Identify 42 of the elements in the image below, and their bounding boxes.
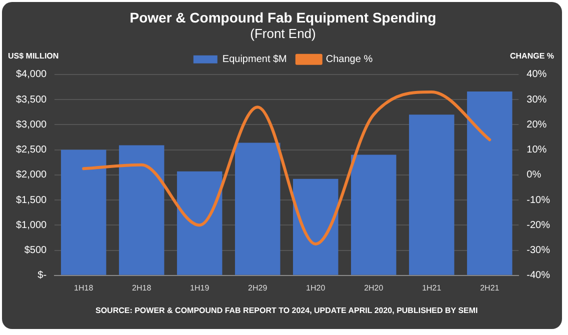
line-series <box>82 90 492 246</box>
y2-tick-label: 30% <box>526 94 547 106</box>
bar <box>293 178 338 275</box>
y2-tick-label: 40% <box>526 69 547 80</box>
legend-label: Change % <box>326 54 373 66</box>
y2-tick-label: -40% <box>526 270 550 282</box>
x-tick-label: 1H18 <box>74 283 94 292</box>
bar <box>176 171 222 275</box>
source-note: SOURCE: POWER & COMPOUND FAB REPORT TO 2024, UPDATE APRIL 2020, PUBLISHED BY SEMI <box>95 306 478 316</box>
bar <box>351 154 396 275</box>
y-tick-label: $4,000 <box>16 69 48 80</box>
y2-tick-label: 0% <box>526 170 542 181</box>
legend-label: Equipment $M <box>222 54 287 66</box>
bar <box>467 91 512 275</box>
bar <box>409 114 454 275</box>
y2-tick-label: -10% <box>526 194 550 206</box>
x-tick-label: 2H18 <box>132 283 152 292</box>
y-tick-label: $500 <box>24 245 48 256</box>
x-tick-label: 2H20 <box>364 283 384 292</box>
bar <box>234 142 280 275</box>
y-tick-label: $3,000 <box>16 119 48 130</box>
y2-axis-title: CHANGE % <box>510 52 554 61</box>
y2-tick-label: 20% <box>526 119 547 130</box>
y2-tick-label: 10% <box>526 144 547 156</box>
y-tick-label: $2,000 <box>16 170 48 181</box>
x-tick-label: 1H20 <box>306 283 326 292</box>
chart-title: Power & Compound Fab Equipment Spending <box>130 9 436 26</box>
bar <box>60 150 106 275</box>
y2-tick-label: -20% <box>526 220 550 231</box>
y-tick-label: $2,500 <box>16 144 48 156</box>
bar <box>118 145 164 275</box>
y-tick-label: $3,500 <box>16 94 48 106</box>
y-tick-label: $1,500 <box>16 194 48 206</box>
x-tick-label: 1H19 <box>190 283 210 292</box>
x-tick-label: 2H29 <box>248 283 268 292</box>
x-tick-label: 1H21 <box>422 283 442 292</box>
chart-subtitle: (Front End) <box>250 26 316 42</box>
y2-tick-label: -30% <box>526 245 550 256</box>
y-axis-title: US$ MILLION <box>8 52 59 61</box>
y-tick-label: $1,000 <box>16 220 48 231</box>
y-tick-label: $- <box>38 270 47 282</box>
x-tick-label: 2H21 <box>480 283 500 292</box>
